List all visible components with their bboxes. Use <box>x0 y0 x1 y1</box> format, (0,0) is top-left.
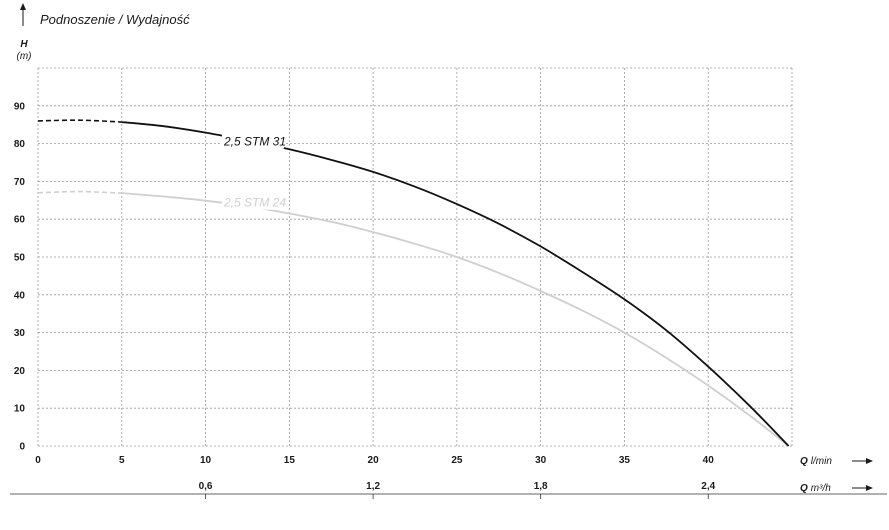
y-tick-label: 0 <box>19 442 25 453</box>
x-tick-label: 30 <box>535 455 547 466</box>
y-tick-label: 10 <box>14 404 26 415</box>
y-tick-label: 50 <box>14 253 26 264</box>
x-tick-label: 10 <box>200 455 212 466</box>
series-line-dashed-2-5-stm-24 <box>37 190 122 194</box>
x2-tick-label: 1,2 <box>366 481 380 492</box>
y-tick-label: 40 <box>14 290 26 301</box>
y-axis-unit: (m) <box>17 51 32 62</box>
y-tick-label: 30 <box>14 328 26 339</box>
series-line-2-5-stm-31 <box>121 121 790 447</box>
series-label-2-5-stm-24: 2,5 STM 24 <box>223 196 286 210</box>
series-lines: 2,5 STM 24 2,5 STM 31 <box>37 119 790 447</box>
x-tick-label: 20 <box>368 455 380 466</box>
x2-tick-label: 0,6 <box>199 481 213 492</box>
x-tick-label: 40 <box>703 455 715 466</box>
x-tick-labels: 0 5 10 15 20 25 30 35 40 <box>35 455 714 466</box>
x2-tick-label: 1,8 <box>534 481 548 492</box>
x2-tick-labels: 0,6 1,2 1,8 2,4 <box>199 481 716 499</box>
x-tick-label: 0 <box>35 455 41 466</box>
y-tick-label: 90 <box>14 101 26 112</box>
x-tick-label: 35 <box>619 455 631 466</box>
x-axis-arrow-icon <box>852 458 873 464</box>
x2-axis-arrow-icon <box>852 485 873 491</box>
x2-tick-label: 2,4 <box>701 481 715 492</box>
x-tick-label: 15 <box>284 455 296 466</box>
series-label-background <box>221 134 284 149</box>
y-tick-label: 20 <box>14 366 26 377</box>
y-axis-label: H <box>20 39 28 50</box>
series-label-background <box>221 195 284 210</box>
x-tick-label: 5 <box>119 455 125 466</box>
y-tick-labels: 0 10 20 30 40 50 60 70 80 90 <box>14 101 26 452</box>
series-line-dashed-2-5-stm-31 <box>37 119 122 123</box>
series-label-2-5-stm-31: 2,5 STM 31 <box>223 134 286 148</box>
y-tick-label: 80 <box>14 139 26 150</box>
grid-lines <box>37 67 793 447</box>
chart-title: Podnoszenie / Wydajność <box>40 12 190 27</box>
y-tick-label: 60 <box>14 215 26 226</box>
x-tick-label: 25 <box>451 455 463 466</box>
y-tick-label: 70 <box>14 177 26 188</box>
title-arrow-icon <box>20 3 26 26</box>
